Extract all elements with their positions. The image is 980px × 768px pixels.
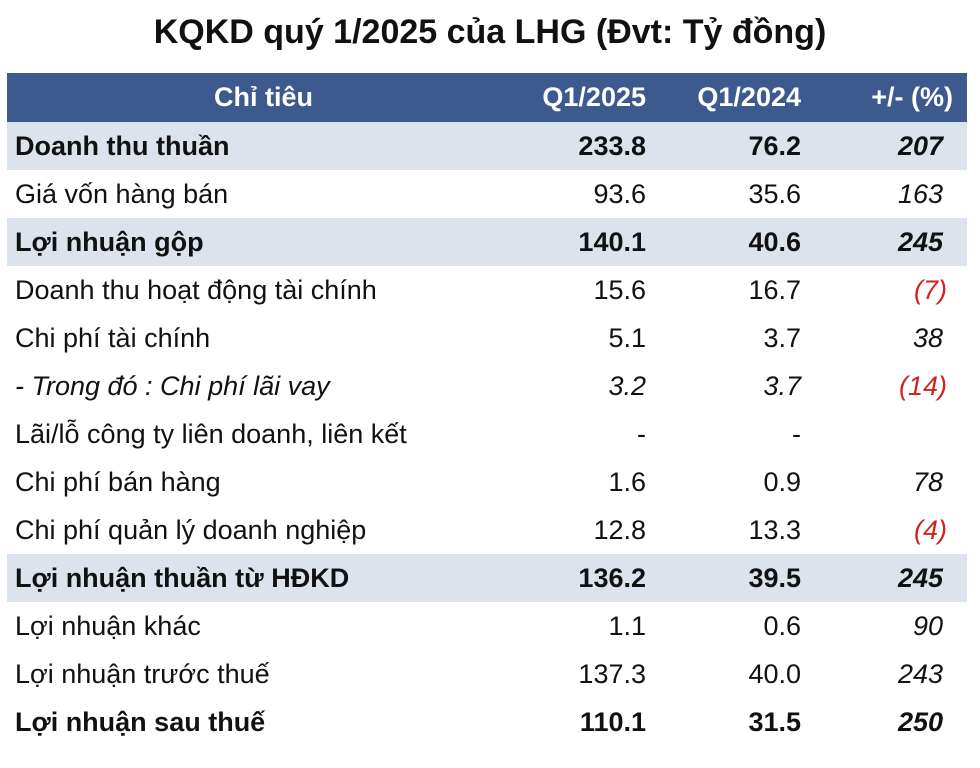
table-row: Chi phí tài chính 5.1 3.7 38: [7, 314, 967, 362]
table-row: Giá vốn hàng bán 93.6 35.6 163: [7, 170, 967, 218]
value-cell: (4): [914, 514, 947, 545]
value-cell: 39.5: [660, 554, 815, 602]
value-cell: 40.6: [660, 218, 815, 266]
value-cell: 163: [897, 178, 943, 209]
table-row: Doanh thu thuần 233.8 76.2 207: [7, 122, 967, 170]
value-cell: 78: [912, 466, 943, 497]
title: KQKD quý 1/2025 của LHG (Đvt: Tỷ đồng): [153, 13, 827, 51]
value-cell: 3.7: [763, 370, 801, 401]
value-cell: 35.6: [748, 178, 801, 209]
row-label: Doanh thu thuần: [7, 122, 500, 170]
table-row: Chi phí quản lý doanh nghiệp 12.8 13.3 (4): [7, 506, 967, 554]
table-body: Doanh thu thuần 233.8 76.2 207 Giá vốn hàng …: [7, 122, 967, 746]
value-cell: 93.6: [593, 178, 646, 209]
value-cell: 5.1: [608, 322, 646, 353]
table-row: Lãi/lỗ công ty liên doanh, liên kết - -: [7, 410, 967, 458]
value-cell: 3.7: [763, 322, 801, 353]
table-row: Chi phí bán hàng 1.6 0.9 78: [7, 458, 967, 506]
header-cell: +/- (%): [815, 73, 967, 122]
table-row: Doanh thu hoạt động tài chính 15.6 16.7 (7): [7, 266, 967, 314]
row-label: Giá vốn hàng bán: [15, 178, 229, 209]
row-label: Lãi/lỗ công ty liên doanh, liên kết: [15, 418, 407, 449]
row-label: Chi phí quản lý doanh nghiệp: [15, 514, 367, 545]
value-cell: 110.1: [579, 706, 646, 737]
value-cell: [815, 410, 967, 458]
value-cell: -: [637, 418, 646, 449]
value-cell: (14): [898, 370, 947, 401]
row-label: Chi phí bán hàng: [15, 466, 221, 497]
header-row: Chỉ tiêu Q1/2025 Q1/2024 +/- (%): [7, 73, 967, 122]
table-row: - Trong đó : Chi phí lãi vay 3.2 3.7 (14): [7, 362, 967, 410]
row-label: Chi phí tài chính: [15, 322, 211, 353]
row-label: Lợi nhuận khác: [15, 610, 201, 641]
header-cell: Chỉ tiêu: [7, 73, 500, 122]
value-cell: 136.2: [500, 554, 660, 602]
value-cell: -: [792, 418, 801, 449]
row-label: Lợi nhuận trước thuế: [15, 658, 270, 689]
row-label: Lợi nhuận thuần từ HĐKD: [7, 554, 500, 602]
value-cell: 3.2: [608, 370, 646, 401]
value-cell: 245: [815, 218, 967, 266]
row-label: Lợi nhuận sau thuế: [15, 706, 266, 737]
results-table: Chỉ tiêu Q1/2025 Q1/2024 +/- (%) Doanh t…: [7, 73, 967, 746]
value-cell: 140.1: [500, 218, 660, 266]
value-cell: 233.8: [500, 122, 660, 170]
table-header: Chỉ tiêu Q1/2025 Q1/2024 +/- (%): [7, 73, 967, 122]
value-cell: 13.3: [748, 514, 801, 545]
value-cell: 90: [912, 610, 943, 641]
table-row: Lợi nhuận trước thuế 137.3 40.0 243: [7, 650, 967, 698]
value-cell: 15.6: [593, 274, 646, 305]
table-row: Lợi nhuận sau thuế 110.1 31.5 250: [7, 698, 967, 746]
value-cell: 16.7: [748, 274, 801, 305]
row-label: - Trong đó : Chi phí lãi vay: [15, 370, 330, 401]
value-cell: 245: [815, 554, 967, 602]
value-cell: 250: [897, 706, 943, 737]
table-row: Lợi nhuận thuần từ HĐKD 136.2 39.5 245: [7, 554, 967, 602]
value-cell: 1.6: [608, 466, 646, 497]
value-cell: (7): [914, 274, 947, 305]
value-cell: 243: [897, 658, 943, 689]
value-cell: 137.3: [578, 658, 646, 689]
table-row: Lợi nhuận khác 1.1 0.6 90: [7, 602, 967, 650]
value-cell: 1.1: [608, 610, 646, 641]
value-cell: 40.0: [748, 658, 801, 689]
value-cell: 0.6: [763, 610, 801, 641]
header-cell: Q1/2025: [500, 73, 660, 122]
header-cell: Q1/2024: [660, 73, 815, 122]
value-cell: 76.2: [660, 122, 815, 170]
value-cell: 207: [815, 122, 967, 170]
value-cell: 38: [912, 322, 943, 353]
value-cell: 0.9: [763, 466, 801, 497]
row-label: Lợi nhuận gộp: [7, 218, 500, 266]
table-row: Lợi nhuận gộp 140.1 40.6 245: [7, 218, 967, 266]
value-cell: 31.5: [748, 706, 801, 737]
row-label: Doanh thu hoạt động tài chính: [15, 274, 377, 305]
value-cell: 12.8: [593, 514, 646, 545]
